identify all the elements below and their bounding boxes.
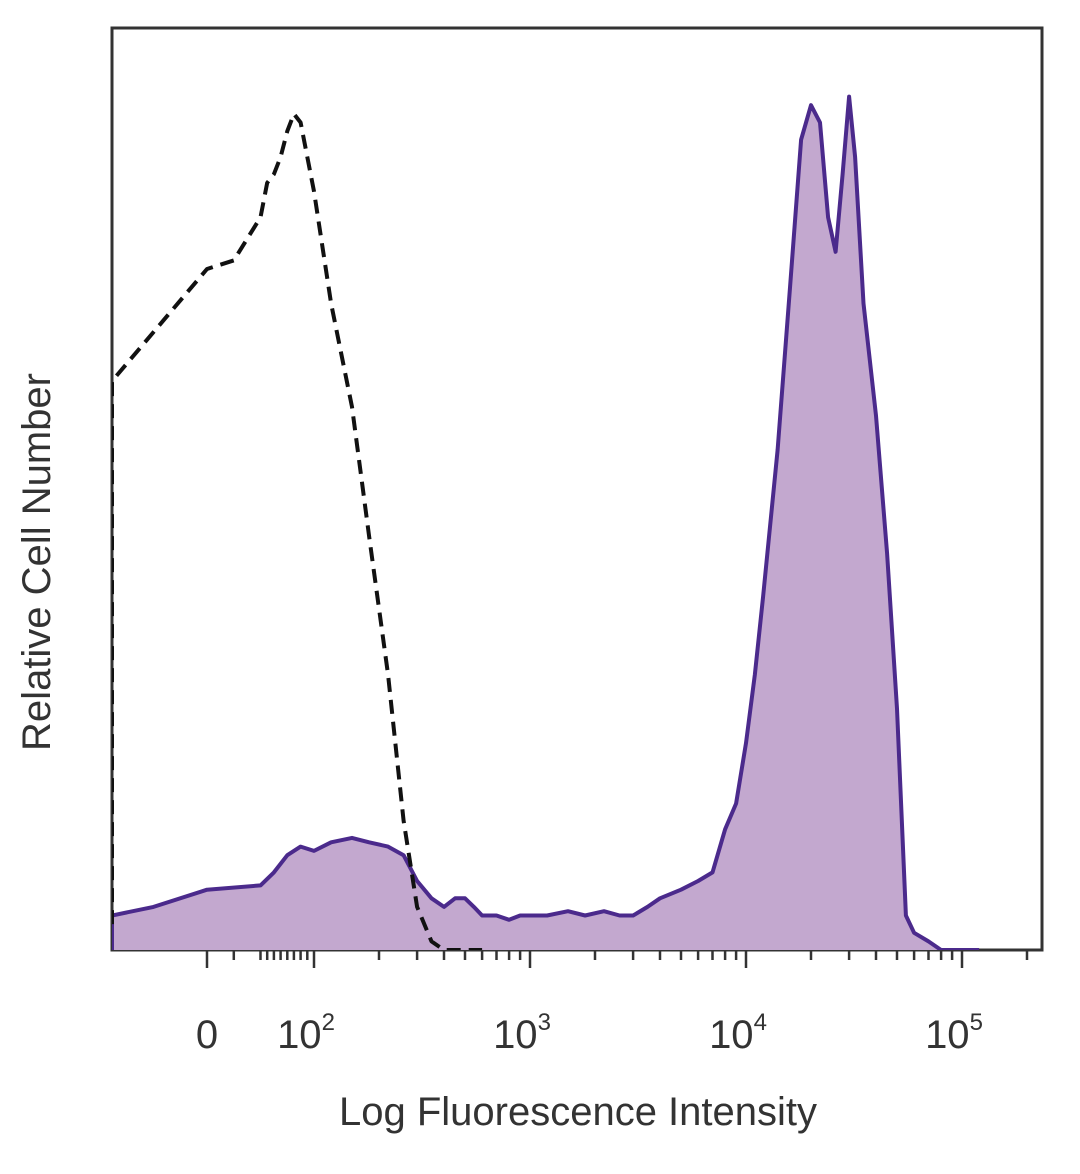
x-tick-label: 102 [277, 1009, 335, 1057]
x-tick-label-base: 10 [709, 1013, 754, 1057]
x-tick-label: 103 [493, 1009, 551, 1057]
plot-area [110, 26, 1044, 952]
x-tick-label-base: 10 [925, 1013, 970, 1057]
y-axis-title: Relative Cell Number [15, 373, 59, 751]
x-axis-tick-labels: 0 102 103 104 105 [196, 1009, 983, 1057]
sample-histogram-line [112, 94, 980, 950]
sample-histogram-fill [112, 96, 980, 950]
x-tick-label: 105 [925, 1009, 983, 1057]
x-tick-label-exponent: 3 [538, 1009, 551, 1036]
x-tick-label: 104 [709, 1009, 767, 1057]
x-tick-label-exponent: 2 [322, 1009, 335, 1036]
x-tick-label-exponent: 5 [970, 1009, 983, 1036]
x-axis-ticks [205, 950, 1029, 968]
x-tick-label-base: 0 [196, 1013, 218, 1057]
x-tick-label-base: 10 [277, 1013, 322, 1057]
x-tick-label-base: 10 [493, 1013, 538, 1057]
control-histogram-line [112, 111, 483, 950]
x-tick-label: 0 [196, 1013, 218, 1057]
x-axis-title: Log Fluorescence Intensity [339, 1090, 817, 1134]
x-tick-label-exponent: 4 [754, 1009, 767, 1036]
